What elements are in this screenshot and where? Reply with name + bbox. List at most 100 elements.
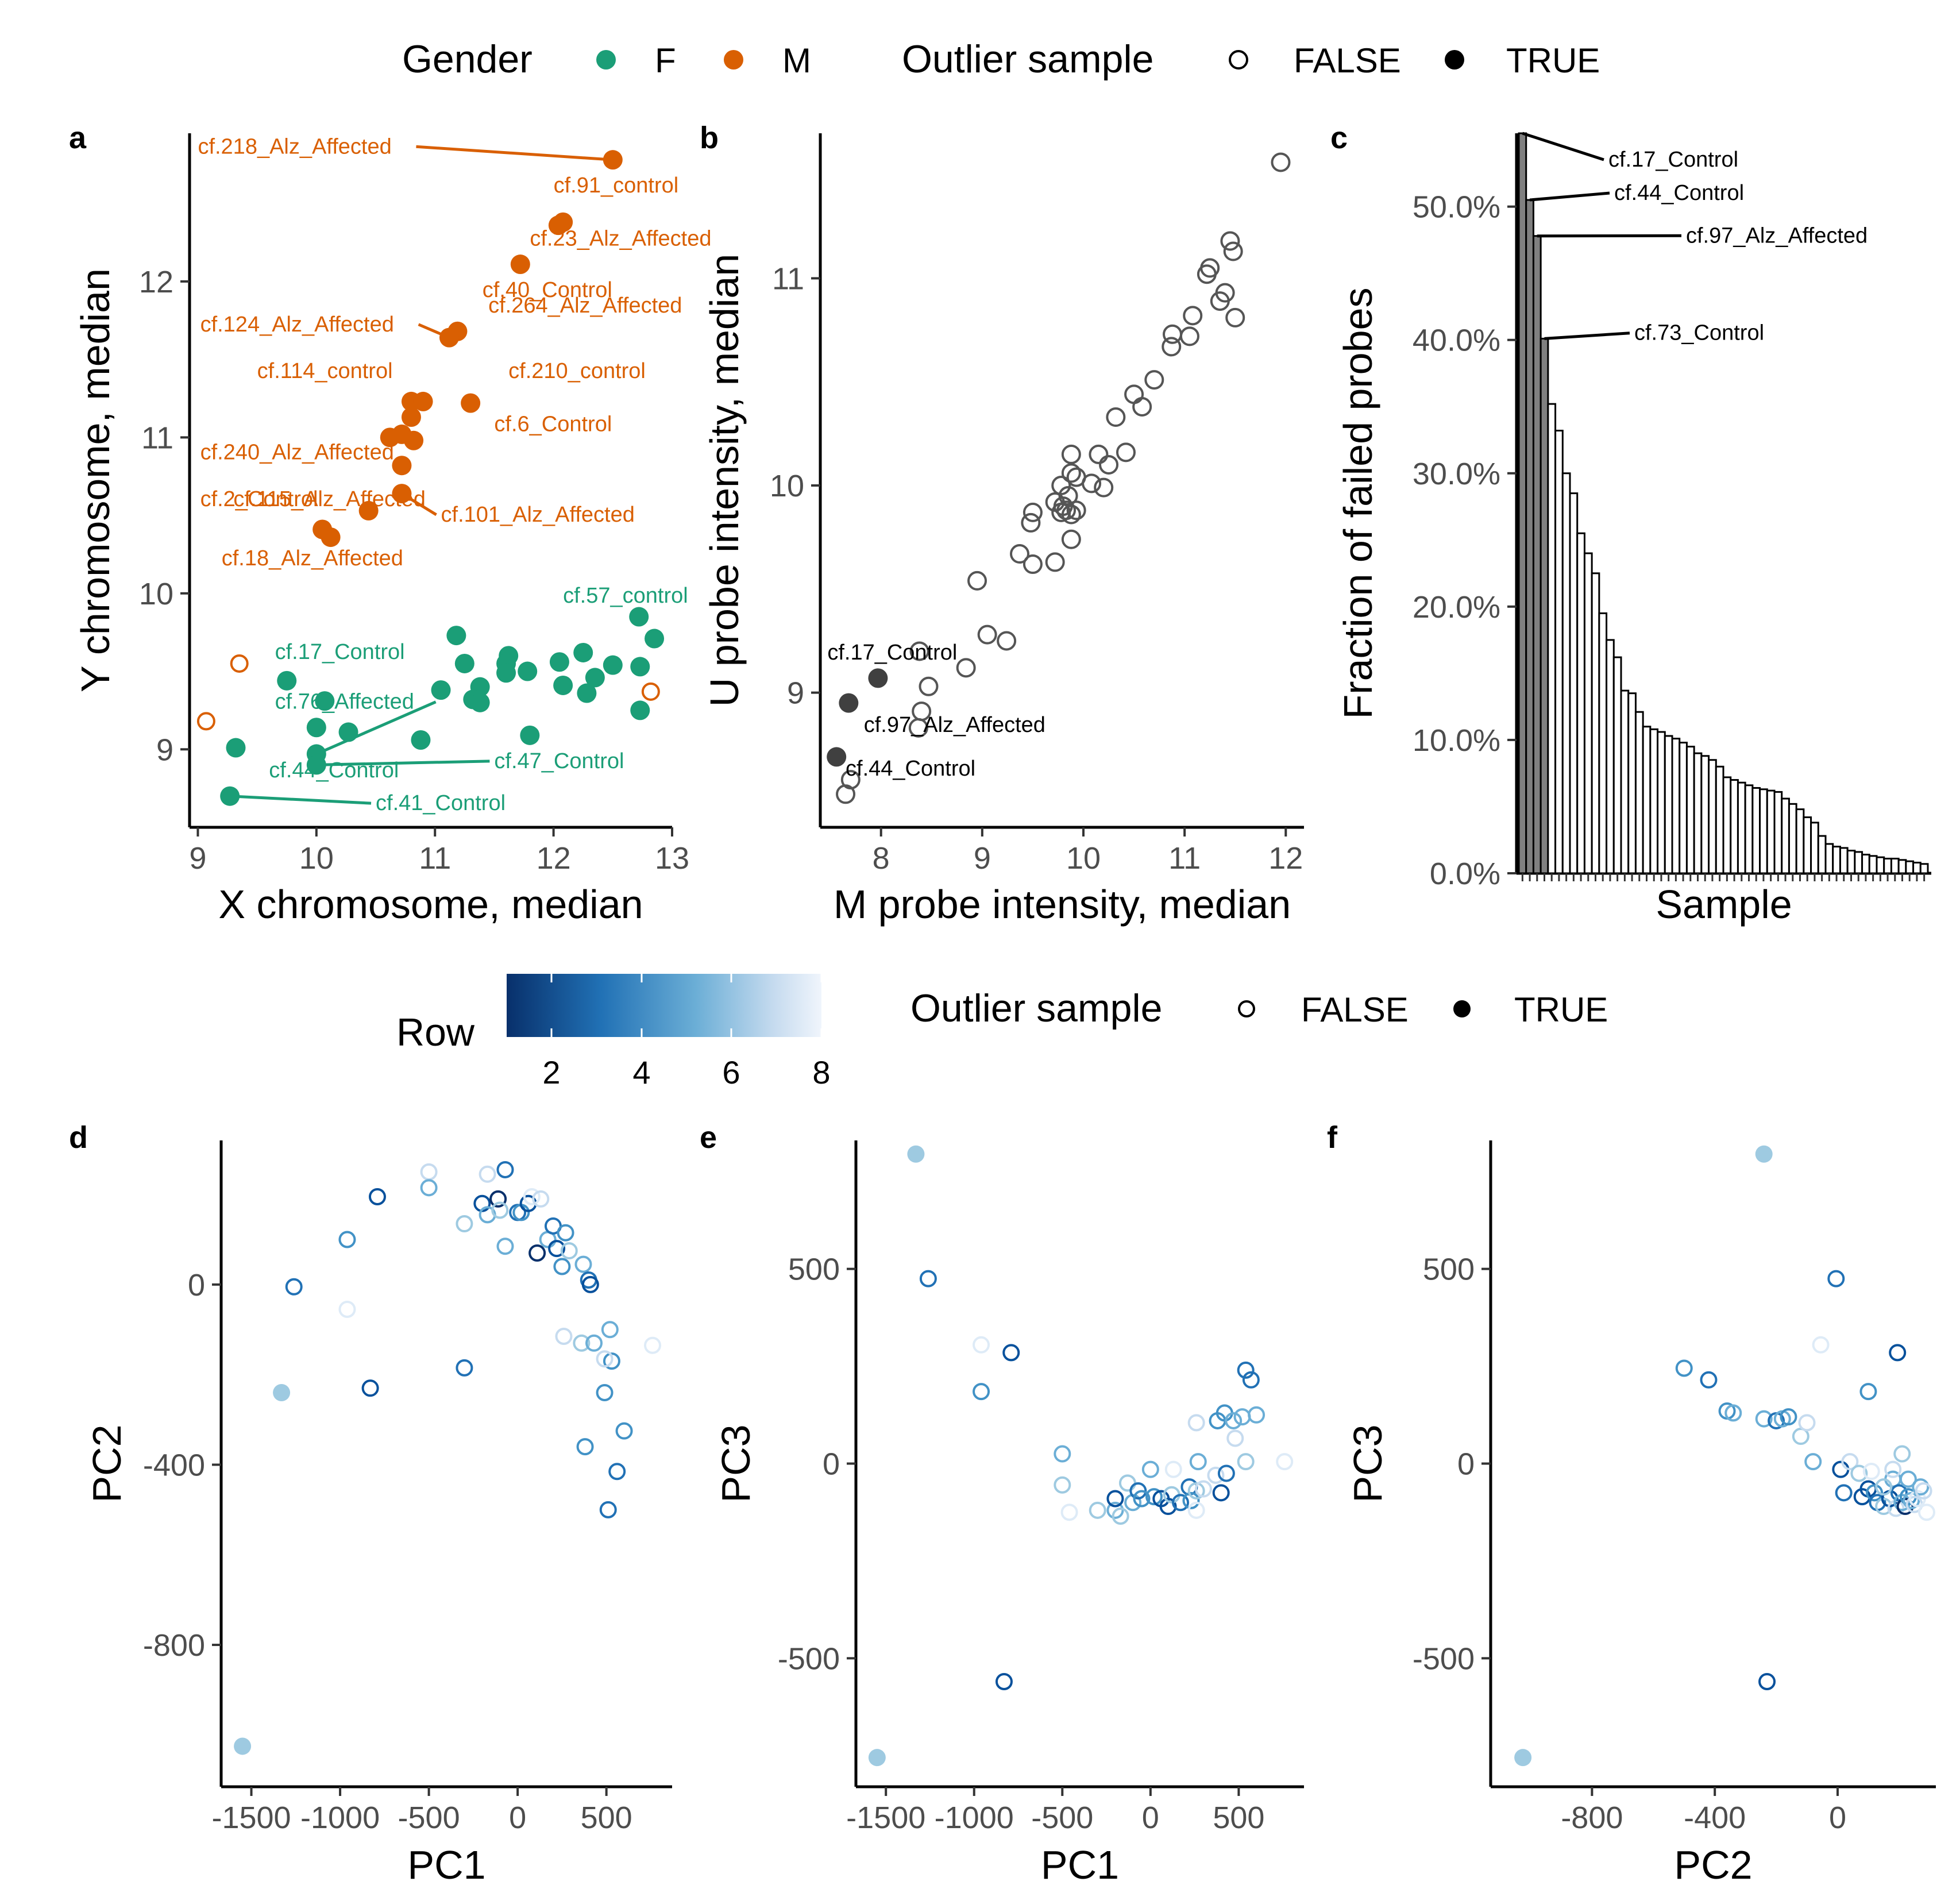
bar-label: cf.97_Alz_Affected bbox=[1686, 223, 1868, 248]
bar bbox=[1846, 850, 1856, 874]
gender-legend-title: Gender bbox=[402, 37, 533, 81]
data-point-female bbox=[277, 670, 297, 691]
y-tick-label: 11 bbox=[141, 421, 173, 455]
data-point-female bbox=[573, 642, 593, 662]
legend-outlier-false-label-bottom: FALSE bbox=[1301, 990, 1409, 1029]
data-point-male bbox=[461, 393, 481, 413]
bar bbox=[1788, 803, 1797, 874]
data-point bbox=[1210, 291, 1230, 311]
x-tick-label: 500 bbox=[1213, 1801, 1264, 1835]
data-point-female bbox=[520, 725, 540, 745]
data-point bbox=[489, 1190, 507, 1208]
data-point bbox=[1812, 1336, 1830, 1354]
y-axis-title: Fraction of failed probes bbox=[1336, 288, 1380, 719]
panel-d-pc1-pc2: -1500 -1000 -500 0 500 -800 -400 0 PC1 PC2 bbox=[84, 1140, 672, 1885]
bar bbox=[1664, 735, 1673, 874]
bar bbox=[1890, 857, 1900, 874]
bar bbox=[1730, 779, 1739, 874]
bar bbox=[1583, 552, 1593, 874]
point-label: cf.41_Control bbox=[376, 791, 506, 815]
y-tick-label: 0 bbox=[1457, 1447, 1475, 1482]
data-point bbox=[368, 1188, 386, 1205]
legend-gender-m-swatch bbox=[724, 50, 743, 70]
bar bbox=[1854, 851, 1863, 874]
data-point bbox=[1242, 1371, 1260, 1389]
bar bbox=[1876, 856, 1885, 874]
data-point-female bbox=[629, 607, 649, 627]
outlier-legend-title: Outlier sample bbox=[902, 37, 1153, 81]
data-point-male bbox=[392, 484, 412, 504]
data-point-female bbox=[603, 655, 623, 675]
bar bbox=[1518, 132, 1527, 874]
x-tick-label: -1500 bbox=[846, 1801, 925, 1835]
outlier-point bbox=[907, 1145, 925, 1163]
data-point bbox=[1066, 500, 1086, 521]
bar bbox=[1569, 492, 1579, 874]
y-tick-label: 10 bbox=[770, 469, 804, 503]
y-axis-title: Y chromosome, median bbox=[73, 268, 118, 692]
y-axis-title: PC3 bbox=[713, 1424, 758, 1502]
bar bbox=[1773, 791, 1783, 874]
data-point-male-hollow bbox=[196, 712, 215, 731]
data-point bbox=[1141, 1460, 1159, 1478]
bar bbox=[1722, 776, 1732, 874]
bar bbox=[1817, 835, 1827, 874]
data-point bbox=[608, 1463, 626, 1481]
data-point bbox=[1021, 512, 1041, 533]
bar bbox=[1751, 787, 1761, 874]
point-label: cf.218_Alz_Affected bbox=[198, 134, 391, 159]
bar bbox=[1612, 656, 1622, 874]
data-point bbox=[1145, 1488, 1163, 1506]
legend-outlier-false-swatch-bottom bbox=[1238, 1000, 1255, 1017]
row-tick-label: 4 bbox=[632, 1054, 650, 1090]
bar bbox=[1627, 692, 1637, 874]
label-leader-line bbox=[416, 145, 613, 161]
data-point-female bbox=[411, 730, 431, 750]
data-point bbox=[420, 1179, 438, 1197]
point-label: cf.76_Affected bbox=[275, 690, 414, 714]
x-tick-label: 0 bbox=[509, 1801, 526, 1835]
data-point bbox=[573, 1334, 591, 1352]
panel-e-pc1-pc3: -1500 -1000 -500 0 500 -500 0 500 PC1 PC3 bbox=[713, 1140, 1304, 1885]
y-axis-title: PC3 bbox=[1345, 1424, 1390, 1502]
panel-letter-a: a bbox=[69, 121, 87, 155]
bar bbox=[1781, 797, 1790, 874]
data-point bbox=[1194, 1480, 1212, 1498]
data-point bbox=[1187, 1501, 1205, 1519]
x-axis-title: M probe intensity, median bbox=[834, 882, 1291, 927]
data-point bbox=[496, 1161, 514, 1178]
label-leader-line bbox=[230, 795, 372, 805]
data-point bbox=[1112, 1507, 1129, 1525]
bar bbox=[1715, 765, 1724, 874]
row-colorbar-ticks bbox=[550, 974, 823, 1037]
data-point bbox=[1054, 1445, 1071, 1463]
data-point bbox=[1162, 337, 1182, 357]
data-point bbox=[977, 625, 997, 645]
data-point bbox=[1862, 1463, 1880, 1481]
data-point bbox=[560, 1242, 578, 1260]
panel-letter-c: c bbox=[1330, 121, 1348, 155]
x-axis-title: Sample bbox=[1656, 882, 1792, 927]
data-point bbox=[973, 1336, 990, 1354]
data-point bbox=[1841, 1453, 1859, 1471]
legend-outlier-false-label: FALSE bbox=[1294, 41, 1401, 80]
data-point bbox=[338, 1300, 356, 1318]
bar bbox=[1744, 784, 1754, 874]
data-point-female bbox=[315, 691, 335, 711]
bar-label: cf.73_Control bbox=[1634, 321, 1764, 345]
outlier-point bbox=[827, 747, 847, 767]
data-point bbox=[1225, 1412, 1243, 1429]
panel-letter-e: e bbox=[700, 1120, 717, 1155]
data-point bbox=[1835, 1484, 1853, 1502]
data-point bbox=[1804, 1453, 1822, 1471]
bar bbox=[1759, 788, 1768, 874]
data-point bbox=[1915, 1482, 1932, 1499]
outlier-point bbox=[868, 1749, 886, 1767]
data-point bbox=[1060, 1504, 1078, 1521]
data-point bbox=[1912, 1478, 1930, 1496]
data-point bbox=[1700, 1371, 1718, 1389]
bar bbox=[1810, 822, 1819, 874]
bar bbox=[1905, 860, 1915, 874]
data-point-male bbox=[413, 391, 433, 411]
data-point-male-hollow bbox=[230, 654, 249, 673]
